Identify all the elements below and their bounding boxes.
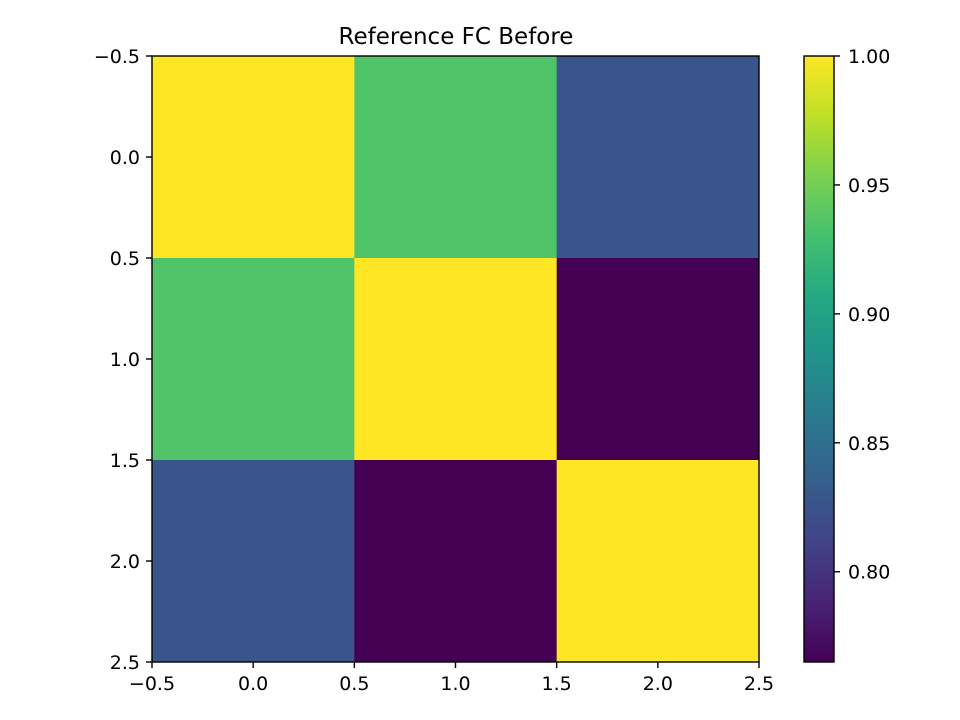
heatmap-cell-1-2 [556, 258, 760, 461]
heatmap-cell-2-1 [354, 460, 558, 663]
heatmap-cell-2-2 [556, 460, 760, 663]
x-tick-label: 0.5 [339, 673, 369, 695]
colorbar-tick-label: 1.00 [848, 46, 890, 68]
colorbar-tick-label: 0.80 [848, 562, 890, 584]
colorbar-tick-label: 0.95 [848, 175, 890, 197]
x-tick-label: 2.5 [744, 673, 774, 695]
y-tick-label: −0.5 [94, 46, 140, 68]
y-tick-label: 0.0 [110, 147, 140, 169]
heatmap-cell-0-2 [556, 56, 760, 259]
x-tick-label: 1.5 [542, 673, 572, 695]
y-tick-label: 2.5 [110, 652, 140, 674]
heatmap-cell-0-1 [354, 56, 558, 259]
x-tick-label: 1.0 [440, 673, 470, 695]
axes: −0.5 0.0 0.5 1.0 1.5 2.0 2.5−0.50.00.51.01.52.… [94, 46, 774, 695]
heatmap-cell-1-1 [354, 258, 558, 461]
colorbar-gradient [804, 56, 834, 662]
x-tick-label: −0.5 [129, 673, 175, 695]
x-tick-label: 0.0 [238, 673, 268, 695]
chart-title: Reference FC Before [339, 24, 574, 50]
colorbar: 0.80 0.85 0.90 0.95 1.00 [803, 46, 890, 663]
heatmap-cell-0-0 [152, 56, 355, 259]
x-tick-label: 2.0 [643, 673, 673, 695]
y-tick-label: 1.5 [110, 450, 140, 472]
heatmap-cell-2-0 [152, 460, 355, 663]
colorbar-frame [803, 55, 835, 663]
colorbar-tick-label: 0.90 [848, 304, 890, 326]
y-tick-label: 0.5 [110, 248, 140, 270]
colorbar-tick-label: 0.85 [848, 433, 890, 455]
heatmap-cell-1-0 [152, 258, 355, 461]
y-tick-label: 2.0 [110, 551, 140, 573]
heatmap-cells [152, 56, 760, 663]
y-tick-label: 1.0 [110, 349, 140, 371]
